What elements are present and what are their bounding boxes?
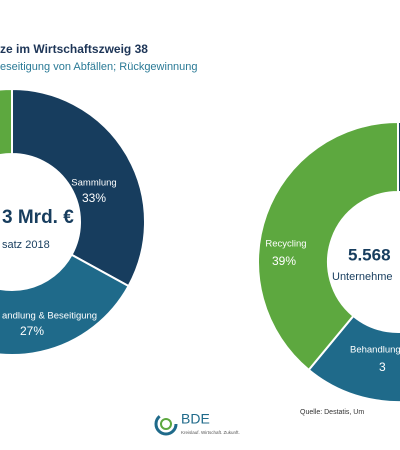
logo-icon-inner [160,418,172,430]
donut-segment [257,120,399,372]
center-label: 5.568 [348,245,391,264]
source: Quelle: Destatis, Um [300,409,364,416]
title: ze im Wirtschaftszweig 38 [0,42,148,56]
subtitle: eseitigung von Abfällen; Rückgewinnung [0,61,198,73]
center-label: 3 Mrd. € [2,207,74,228]
logo-tagline: Kreislauf. Wirtschaft. Zukunft. [181,430,240,435]
segment-value: 33% [82,191,106,205]
segment-value: 27% [20,324,44,338]
logo-icon [154,412,178,436]
segment-label: andlung & Beseitigung [2,311,97,322]
center-sublabel: satz 2018 [2,239,50,251]
donut-segment [11,87,146,288]
segment-label: Recycling [265,239,306,250]
donut-segment [0,253,130,356]
segment-label: Behandlung [350,345,400,356]
donut-segment [0,87,13,157]
logo-name: BDE [181,411,210,427]
donut-segment [307,314,400,403]
logo: BDE Kreislauf. Wirtschaft. Zukunft. [154,411,240,436]
segment-value: 3 [379,360,386,374]
charts: Sammlung 33% andlung & Beseitigung 27% 3 Mrd… [0,87,400,403]
segment-label: Sammlung [71,178,116,189]
segment-value: 39% [272,254,296,268]
center-sublabel: Unternehme [332,271,393,283]
